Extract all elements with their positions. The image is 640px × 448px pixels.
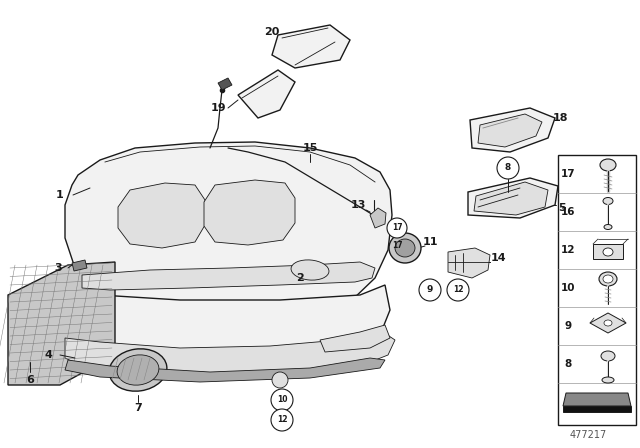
Polygon shape: [468, 178, 558, 218]
Text: 477217: 477217: [570, 430, 607, 440]
Polygon shape: [65, 358, 385, 382]
Text: 8: 8: [564, 359, 572, 369]
Text: 13: 13: [350, 200, 365, 210]
Circle shape: [272, 372, 288, 388]
Text: 17: 17: [392, 241, 403, 250]
Polygon shape: [470, 108, 555, 152]
Ellipse shape: [603, 248, 613, 256]
Text: 14: 14: [490, 253, 506, 263]
Text: 12: 12: [561, 245, 575, 255]
Text: 10: 10: [276, 396, 287, 405]
Ellipse shape: [602, 377, 614, 383]
Polygon shape: [218, 78, 232, 90]
Polygon shape: [478, 114, 542, 147]
Polygon shape: [272, 25, 350, 68]
Text: 18: 18: [552, 113, 568, 123]
Ellipse shape: [600, 159, 616, 171]
Text: 4: 4: [44, 350, 52, 360]
Text: 16: 16: [561, 207, 575, 217]
Ellipse shape: [603, 198, 613, 204]
Polygon shape: [448, 248, 490, 278]
Text: 5: 5: [558, 203, 566, 213]
Polygon shape: [474, 182, 548, 215]
Polygon shape: [590, 313, 626, 333]
Polygon shape: [60, 285, 390, 375]
Polygon shape: [563, 393, 631, 406]
Text: 7: 7: [134, 403, 142, 413]
Circle shape: [271, 409, 293, 431]
Circle shape: [447, 279, 469, 301]
Ellipse shape: [599, 272, 617, 286]
Polygon shape: [204, 180, 295, 245]
Ellipse shape: [603, 275, 613, 283]
Polygon shape: [593, 244, 623, 259]
Text: 19: 19: [210, 103, 226, 113]
Polygon shape: [320, 325, 390, 352]
Text: 17: 17: [561, 169, 575, 179]
Ellipse shape: [109, 349, 167, 391]
Text: 12: 12: [276, 415, 287, 425]
Text: 10: 10: [561, 283, 575, 293]
Polygon shape: [370, 208, 386, 228]
Ellipse shape: [601, 351, 615, 361]
Circle shape: [419, 279, 441, 301]
Text: 9: 9: [564, 321, 572, 331]
Ellipse shape: [389, 233, 421, 263]
Text: 8: 8: [505, 164, 511, 172]
Text: 11: 11: [422, 237, 438, 247]
Text: 6: 6: [26, 375, 34, 385]
Ellipse shape: [395, 239, 415, 257]
Circle shape: [497, 157, 519, 179]
Ellipse shape: [604, 224, 612, 229]
Text: 12: 12: [452, 285, 463, 294]
Circle shape: [271, 389, 293, 411]
Text: 2: 2: [296, 273, 304, 283]
Text: 20: 20: [264, 27, 280, 37]
Polygon shape: [118, 183, 205, 248]
Ellipse shape: [291, 260, 329, 280]
Ellipse shape: [117, 355, 159, 385]
Bar: [558, 155, 636, 425]
Polygon shape: [8, 262, 115, 385]
Text: 15: 15: [302, 143, 317, 153]
Text: 3: 3: [54, 263, 62, 273]
Polygon shape: [238, 70, 295, 118]
Ellipse shape: [604, 320, 612, 326]
Text: 1: 1: [56, 190, 64, 200]
Polygon shape: [563, 406, 631, 412]
Polygon shape: [82, 262, 375, 290]
Polygon shape: [65, 330, 395, 380]
Text: 17: 17: [392, 224, 403, 233]
Text: 9: 9: [427, 285, 433, 294]
Circle shape: [387, 218, 407, 238]
Polygon shape: [72, 260, 87, 271]
Polygon shape: [65, 142, 392, 328]
